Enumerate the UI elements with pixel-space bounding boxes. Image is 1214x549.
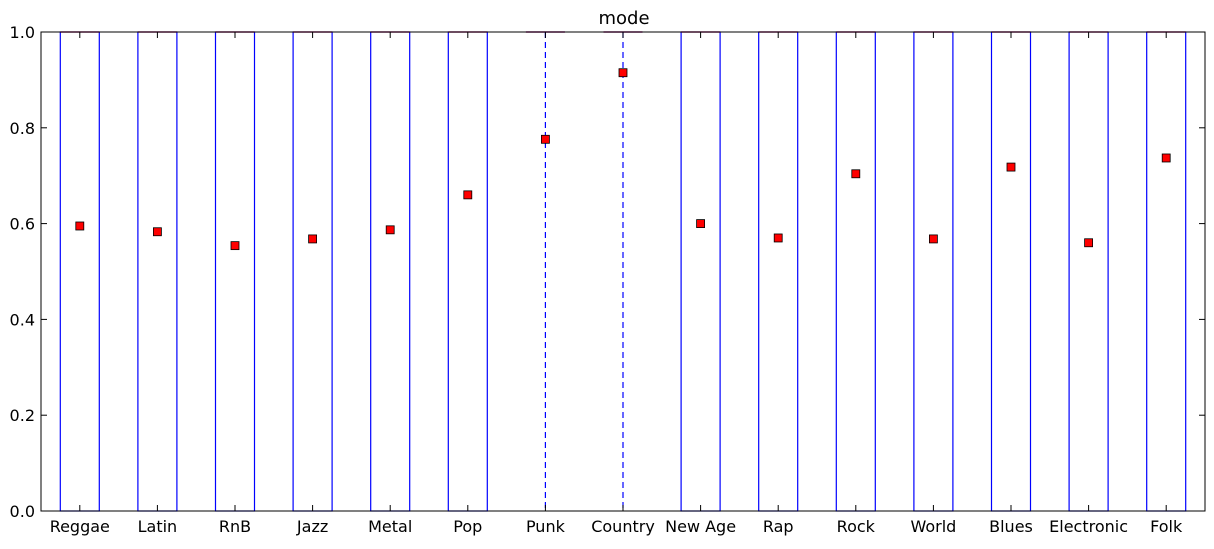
x-tick-labels: Reggae Latin RnB Jazz Metal Pop Punk Country New… [50, 517, 1183, 536]
box-4 [370, 31, 411, 512]
box-5 [447, 31, 488, 512]
mean-marker-9 [773, 233, 783, 243]
x-tick-label: Reggae [50, 517, 110, 536]
mean-marker-3 [308, 234, 318, 244]
mean-marker-5 [463, 190, 473, 200]
x-tick-label: New Age [665, 517, 736, 536]
x-tick-label: Electronic [1049, 517, 1128, 536]
box-rect [1146, 31, 1187, 512]
x-tick-label: Metal [368, 517, 412, 536]
x-tick-label: Country [591, 517, 655, 536]
mean-marker-11 [929, 234, 938, 244]
mean-marker-13 [1084, 238, 1093, 248]
box-rect [59, 31, 100, 512]
x-tick-label: Blues [989, 517, 1033, 536]
mean-marker-8 [696, 219, 705, 229]
box-13 [1068, 31, 1109, 512]
y-tick-label: 0.8 [10, 119, 35, 138]
box-rect [447, 31, 488, 512]
x-tick-label: Folk [1150, 517, 1183, 536]
x-tick-label: Latin [138, 517, 178, 536]
mean-marker-10 [851, 169, 861, 179]
y-tick-label: 0.0 [10, 502, 35, 521]
y-tick-label: 0.6 [10, 215, 35, 234]
box-rect [370, 31, 411, 512]
y-tick-label: 0.4 [10, 310, 35, 329]
axes-layer [40, 31, 1206, 512]
box-6 [525, 31, 565, 512]
box-14 [1146, 31, 1187, 512]
box-9 [758, 31, 799, 512]
box-12 [990, 31, 1032, 512]
x-tick-label: Rock [837, 517, 876, 536]
chart-title: mode [598, 8, 649, 29]
box-11 [913, 31, 954, 512]
box-rect [758, 31, 799, 512]
box-rect [1068, 31, 1109, 512]
box-7 [603, 31, 643, 512]
box-rect [835, 31, 876, 512]
mean-marker-14 [1161, 153, 1171, 163]
box-3 [292, 31, 333, 512]
box-rect [214, 31, 256, 512]
x-tick-label: RnB [219, 517, 251, 536]
box-rect [292, 31, 333, 512]
mean-marker-1 [152, 227, 162, 237]
x-tick-label: Pop [453, 517, 482, 536]
mean-marker-12 [1006, 162, 1016, 172]
y-tick-labels: 0.0 0.2 0.4 0.6 0.8 1.0 [10, 23, 35, 521]
box-10 [835, 31, 876, 512]
mean-marker-6 [541, 134, 550, 144]
box-0 [59, 31, 100, 512]
mean-marker-4 [385, 225, 395, 235]
x-tick-label: World [910, 517, 956, 536]
mean-marker-0 [75, 221, 85, 231]
boxes-layer [59, 31, 1187, 512]
box-2 [214, 31, 256, 512]
mean-marker-7 [618, 68, 628, 78]
box-8 [680, 31, 721, 512]
x-tick-label: Jazz [296, 517, 328, 536]
means-layer [75, 68, 1171, 251]
y-tick-label: 1.0 [10, 23, 35, 42]
box-rect [990, 31, 1032, 512]
box-1 [137, 31, 178, 512]
x-tick-label: Rap [763, 517, 794, 536]
mean-marker-2 [230, 241, 240, 251]
x-tick-label: Punk [526, 517, 566, 536]
box-rect [913, 31, 954, 512]
box-rect [137, 31, 178, 512]
y-tick-label: 0.2 [10, 406, 35, 425]
box-rect [680, 31, 721, 512]
